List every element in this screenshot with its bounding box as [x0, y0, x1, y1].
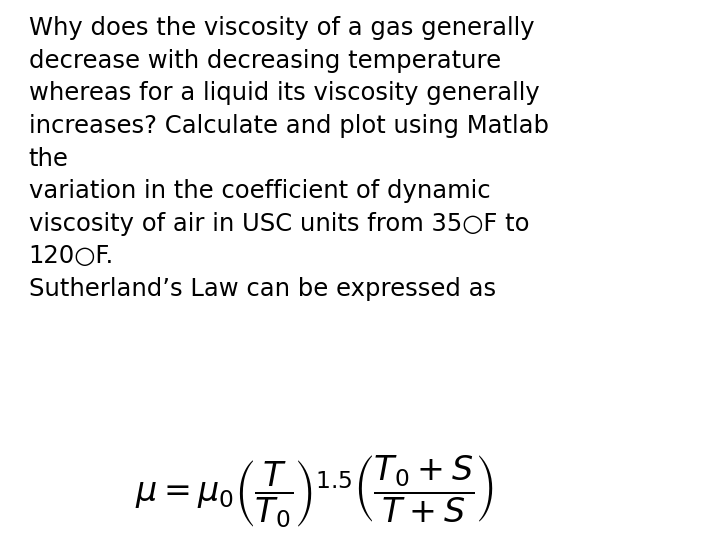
- Text: Why does the viscosity of a gas generally
decrease with decreasing temperature
w: Why does the viscosity of a gas generall…: [29, 16, 548, 301]
- Text: $\mu = \mu_0 \left(\dfrac{T}{T_0}\right)^{1.5} \left(\dfrac{T_0 + S}{T + S}\righ: $\mu = \mu_0 \left(\dfrac{T}{T_0}\right)…: [135, 453, 493, 530]
